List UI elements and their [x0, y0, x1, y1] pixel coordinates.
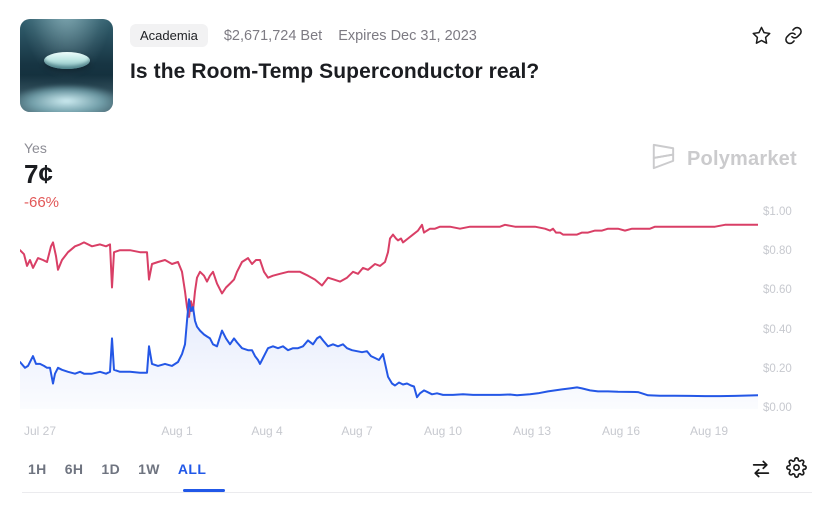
polymarket-watermark: Polymarket [647, 141, 797, 177]
x-tick-label: Aug 10 [423, 424, 463, 438]
tab-all[interactable]: ALL [177, 461, 207, 477]
link-button[interactable] [781, 25, 805, 49]
link-icon [784, 26, 803, 48]
y-tick-label: $0.60 [763, 284, 792, 297]
x-tick-label: Aug 19 [689, 424, 729, 438]
star-button[interactable] [749, 25, 773, 49]
outcome-label: Yes [24, 140, 47, 156]
x-tick-label: Aug 4 [251, 424, 283, 438]
y-tick-label: $0.80 [763, 245, 792, 258]
outcome-summary: Yes 7¢ -66% [24, 140, 59, 211]
swap-arrows-icon [750, 458, 772, 483]
swap-outcome-button[interactable] [749, 458, 773, 482]
price-chart[interactable] [19, 205, 759, 415]
footer-divider [22, 492, 812, 493]
polymarket-logo-icon [647, 141, 678, 177]
header-meta-row: Academia $2,671,724 Bet Expires Dec 31, … [130, 24, 477, 47]
yes-area-fill [20, 299, 758, 409]
outcome-change: -66% [24, 194, 60, 211]
x-tick-label: Aug 16 [601, 424, 641, 438]
x-tick-label: Aug 1 [161, 424, 193, 438]
gear-icon [785, 457, 807, 481]
price-chart-svg [19, 223, 759, 409]
x-tick-label: Aug 13 [512, 424, 552, 438]
yes-price-line [19, 298, 759, 399]
x-tick-label: Aug 7 [341, 424, 373, 438]
tab-6h[interactable]: 6H [64, 461, 84, 477]
y-tick-label: $0.00 [763, 402, 792, 414]
time-range-tabs: 1H 6H 1D 1W ALL [28, 461, 206, 477]
expires-date: Expires Dec 31, 2023 [338, 27, 477, 44]
category-badge[interactable]: Academia [130, 24, 208, 47]
y-tick-label: $0.20 [763, 362, 792, 375]
tab-1w[interactable]: 1W [138, 461, 160, 477]
market-thumbnail [20, 19, 113, 112]
superconductor-disc [44, 52, 90, 69]
star-icon [751, 25, 772, 49]
chart-settings-button[interactable] [784, 457, 808, 481]
tab-1d[interactable]: 1D [101, 461, 121, 477]
page-title: Is the Room-Temp Superconductor real? [130, 60, 540, 83]
outcome-price: 7¢ [24, 159, 53, 189]
x-tick-label: Jul 27 [23, 424, 57, 438]
y-tick-label: $0.40 [763, 323, 792, 336]
brand-name: Polymarket [687, 147, 797, 170]
y-tick-label: $1.00 [763, 206, 792, 218]
no-price-line [19, 223, 759, 318]
active-tab-underline [183, 489, 225, 492]
tab-1h[interactable]: 1H [28, 461, 47, 477]
thumbnail-fog [20, 84, 113, 112]
bet-total: $2,671,724 Bet [223, 27, 323, 44]
